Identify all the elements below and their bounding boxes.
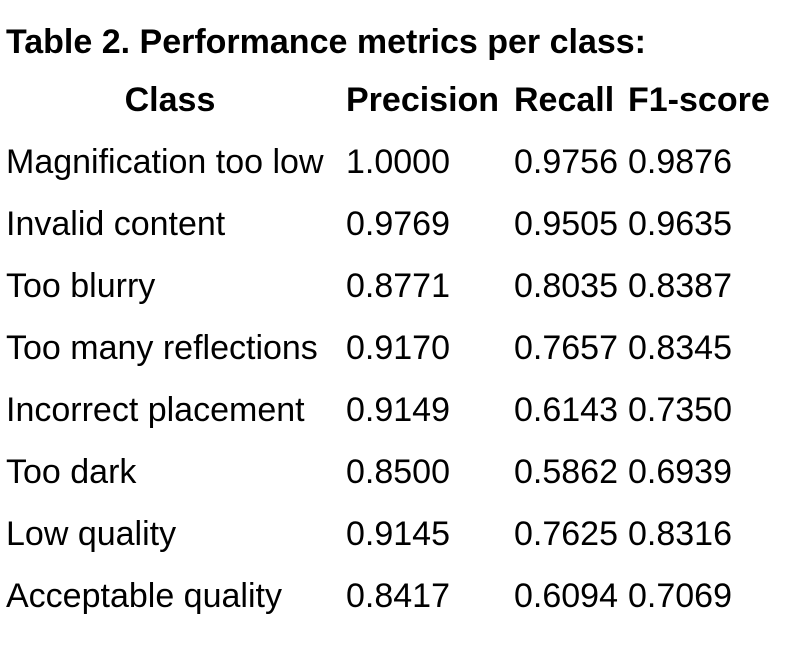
table-row: Too dark 0.8500 0.5862 0.6939 bbox=[0, 441, 804, 503]
cell-recall: 0.8035 bbox=[514, 266, 618, 305]
column-header-recall: Recall bbox=[514, 80, 615, 119]
cell-recall: 0.6143 bbox=[514, 390, 618, 429]
cell-f1-score: 0.6939 bbox=[628, 452, 732, 491]
cell-recall: 0.7657 bbox=[514, 328, 618, 367]
table-caption: Table 2. Performance metrics per class: bbox=[6, 23, 647, 61]
cell-class: Incorrect placement bbox=[6, 390, 305, 429]
cell-f1-score: 0.7350 bbox=[628, 390, 732, 429]
cell-precision: 0.8771 bbox=[346, 266, 450, 305]
table-header-row: Class Precision Recall F1-score bbox=[0, 69, 804, 131]
column-header-f1-score: F1-score bbox=[628, 80, 770, 119]
cell-class: Acceptable quality bbox=[6, 576, 282, 615]
cell-recall: 0.6094 bbox=[514, 576, 618, 615]
table-row: Acceptable quality 0.8417 0.6094 0.7069 bbox=[0, 565, 804, 627]
cell-precision: 0.9145 bbox=[346, 514, 450, 553]
cell-f1-score: 0.8345 bbox=[628, 328, 732, 367]
column-header-precision: Precision bbox=[346, 80, 500, 119]
cell-precision: 0.8417 bbox=[346, 576, 450, 615]
cell-f1-score: 0.8316 bbox=[628, 514, 732, 553]
cell-f1-score: 0.8387 bbox=[628, 266, 732, 305]
cell-precision: 0.9170 bbox=[346, 328, 450, 367]
cell-precision: 0.8500 bbox=[346, 452, 450, 491]
cell-class: Too blurry bbox=[6, 266, 156, 305]
cell-precision: 0.9149 bbox=[346, 390, 450, 429]
cell-f1-score: 0.9876 bbox=[628, 142, 732, 181]
cell-class: Invalid content bbox=[6, 204, 226, 243]
cell-class: Too dark bbox=[6, 452, 137, 491]
cell-recall: 0.5862 bbox=[514, 452, 618, 491]
metrics-table: Class Precision Recall F1-score Magnific… bbox=[0, 69, 804, 627]
table-row: Invalid content 0.9769 0.9505 0.9635 bbox=[0, 193, 804, 255]
cell-class: Magnification too low bbox=[6, 142, 324, 181]
cell-recall: 0.9756 bbox=[514, 142, 618, 181]
cell-class: Too many reflections bbox=[6, 328, 318, 367]
cell-recall: 0.9505 bbox=[514, 204, 618, 243]
cell-precision: 1.0000 bbox=[346, 142, 450, 181]
cell-precision: 0.9769 bbox=[346, 204, 450, 243]
cell-recall: 0.7625 bbox=[514, 514, 618, 553]
table-row: Magnification too low 1.0000 0.9756 0.98… bbox=[0, 131, 804, 193]
cell-class: Low quality bbox=[6, 514, 177, 553]
cell-f1-score: 0.7069 bbox=[628, 576, 732, 615]
table-row: Too blurry 0.8771 0.8035 0.8387 bbox=[0, 255, 804, 317]
table-row: Too many reflections 0.9170 0.7657 0.834… bbox=[0, 317, 804, 379]
column-header-class: Class bbox=[124, 80, 216, 119]
cell-f1-score: 0.9635 bbox=[628, 204, 732, 243]
table-row: Low quality 0.9145 0.7625 0.8316 bbox=[0, 503, 804, 565]
table-row: Incorrect placement 0.9149 0.6143 0.7350 bbox=[0, 379, 804, 441]
